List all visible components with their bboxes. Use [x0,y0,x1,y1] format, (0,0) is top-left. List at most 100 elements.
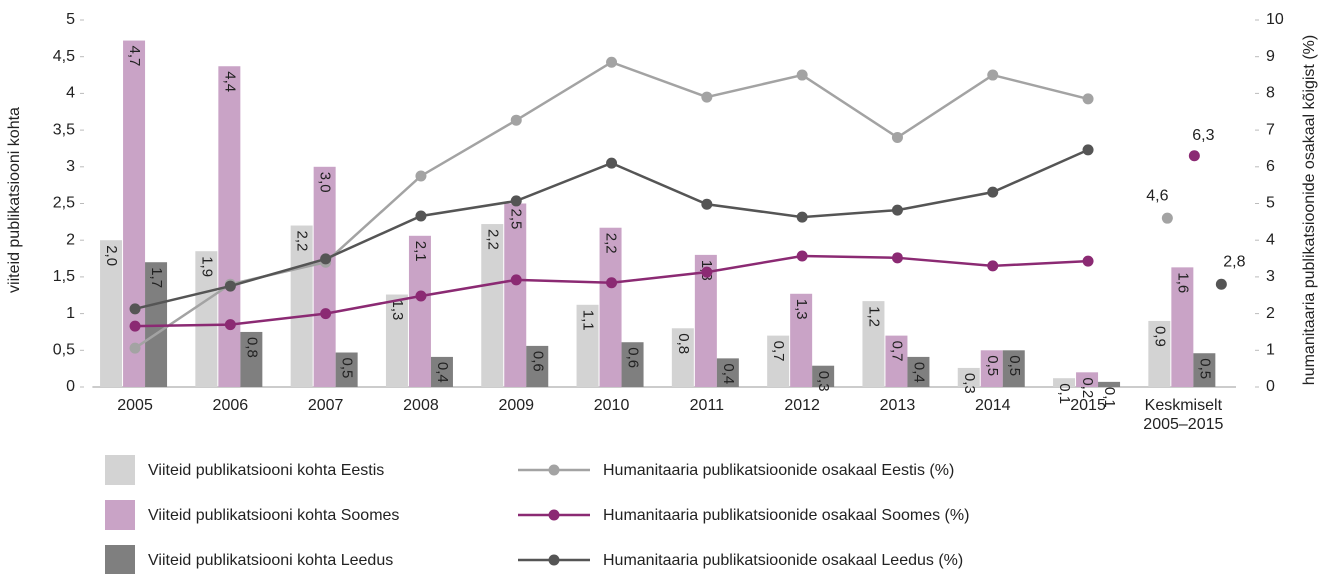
x-tick-label: 2012 [784,397,820,414]
line-point [320,308,332,320]
bar-value-label: 0,9 [1151,326,1168,347]
y2-tick-label: 0 [1266,378,1275,395]
line-point [796,211,808,223]
average-label: 2,8 [1223,253,1245,270]
bar [907,356,930,387]
x-tick-label: 2010 [593,397,630,414]
line-point [510,274,522,286]
line-point [701,198,713,210]
x-tick-label: 2008 [403,397,439,414]
legend-dot [548,464,560,476]
bar-value-label: 0,5 [339,358,356,379]
bar [694,254,717,387]
legend-dot [548,554,560,566]
bar-value-label: 0,5 [984,355,1001,376]
bar-value-label: 0,6 [529,351,546,372]
bar-value-label: 0,5 [1006,355,1023,376]
line-point [415,170,427,182]
y2-tick-label: 3 [1266,268,1275,285]
y-tick-label: 5 [66,11,75,28]
line-point [796,250,808,262]
bar-value-label: 0,5 [1196,358,1213,379]
bar-value-label: 0,7 [770,341,787,362]
line-point [701,266,713,278]
bar [599,227,622,387]
bar [957,367,980,387]
y-tick-label: 4 [66,85,75,102]
x-tick-label: 2007 [307,397,344,414]
y-tick-label: 0 [66,378,75,395]
bar-value-label: 0,3 [961,373,978,394]
line-point [701,91,713,103]
bar [1148,320,1171,387]
bar [862,301,885,387]
average-point [1161,212,1173,224]
bar-value-label: 2,2 [294,231,311,252]
y2-tick-label: 2 [1266,305,1275,322]
bar-value-label: 2,5 [507,209,524,230]
bar [812,365,835,387]
line-point [796,69,808,81]
line-point [415,210,427,222]
legend-label: Viiteid publikatsiooni kohta Leedus [148,552,393,569]
y-tick-label: 2,5 [53,195,75,212]
line-point [891,131,903,143]
y-tick-label: 0,5 [53,342,75,359]
bar-value-label: 0,7 [888,341,905,362]
y2-tick-label: 8 [1266,85,1275,102]
bar-value-label: 0,4 [910,362,927,383]
bar-value-label: 3,0 [317,172,334,193]
average-point [1188,150,1200,162]
bar [504,203,527,387]
legend-swatch [105,545,135,574]
bar-value-label: 4,4 [221,71,238,92]
x-tick-label: 2006 [212,397,249,414]
bar [671,328,694,387]
bar [576,304,599,387]
bar-value-label: 4,7 [126,46,143,67]
bar-value-label: 1,2 [865,306,882,327]
bar-value-label: 1,9 [198,256,215,277]
legend-swatch [105,455,135,485]
y-tick-label: 2 [66,231,75,248]
bar-value-label: 2,2 [484,229,501,250]
bar [716,358,739,387]
bar [621,342,644,387]
bar [123,40,146,387]
bar-value-label: 0,8 [675,333,692,354]
bar [1193,353,1216,387]
average-label: 4,6 [1146,187,1168,204]
y-tick-label: 3 [66,158,75,175]
bar-value-label: 0,1 [1101,387,1118,408]
bar-value-label: 0,6 [625,347,642,368]
bar-value-label: 0,2 [1079,377,1096,398]
bar [313,166,336,387]
line-point [891,252,903,264]
bar [100,240,123,387]
bar-value-label: 1,6 [1174,272,1191,293]
bar [335,352,358,387]
line-point [606,277,618,289]
bar [767,335,790,387]
y-tick-label: 4,5 [53,48,75,65]
line-point [606,157,618,169]
bar [218,66,241,387]
y2-tick-label: 9 [1266,48,1275,65]
bar-value-label: 2,0 [103,245,120,266]
y-tick-label: 3,5 [53,121,75,138]
line-point [224,319,236,331]
legend-label: Humanitaaria publikatsioonide osakaal So… [603,507,969,524]
bar [980,350,1003,387]
line-point [320,253,332,265]
y-axis-title: viiteid publikatsiooni kohta [6,107,23,293]
bar [1098,381,1121,387]
line-point [987,69,999,81]
line-point [606,56,618,68]
average-point [1215,278,1227,290]
bar [385,294,408,387]
bar-value-label: 1,3 [389,300,406,321]
legend-swatch [105,500,135,530]
bar [430,356,453,387]
bar-value-label: 1,1 [580,310,597,331]
